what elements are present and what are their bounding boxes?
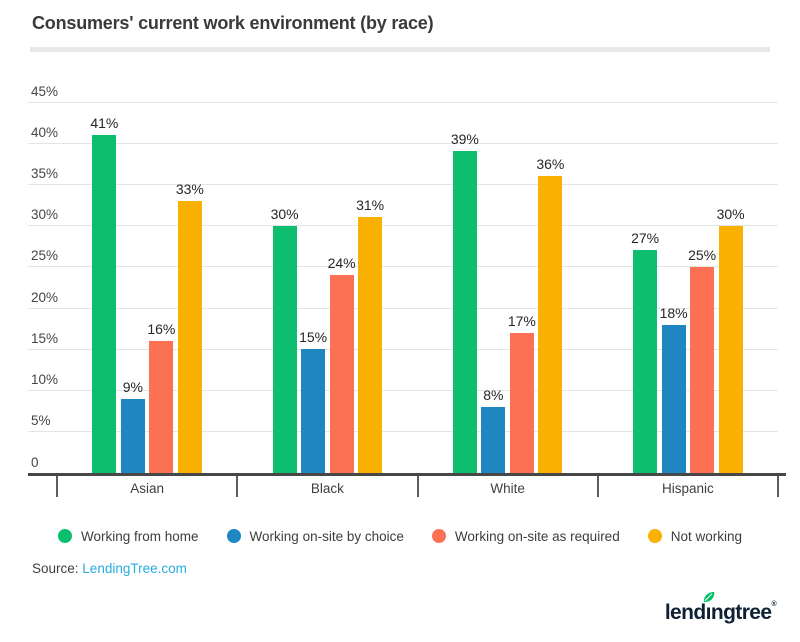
bar-white-4 — [538, 176, 563, 473]
source-label: Source: — [32, 561, 79, 576]
bar-hispanic-4 — [718, 225, 743, 473]
title-divider — [30, 47, 770, 52]
legend-swatch-icon — [647, 529, 662, 543]
x-axis-line — [28, 473, 786, 476]
bar-value-label: 30% — [716, 205, 745, 222]
bar-value-label: 17% — [507, 312, 536, 329]
y-axis-label: 20% — [31, 289, 59, 305]
gridline-25 — [28, 266, 778, 268]
source-note: Source: LendingTree.com — [32, 561, 187, 576]
legend-label: Working on-site by choice — [249, 528, 404, 544]
bar-value-label: 15% — [299, 329, 328, 346]
gridline-5 — [28, 431, 778, 433]
bar-value-label: 27% — [631, 230, 660, 247]
lendingtree-logo: lend ıngtree® — [664, 591, 777, 624]
plot-area: 0 5% 10% 15% 20% 25% 30% 35% 40% 45% 41% 9% 16% 33% 30… — [28, 84, 778, 473]
y-axis-label: 40% — [31, 124, 59, 140]
legend-swatch-icon — [58, 529, 72, 543]
bar-black-1 — [272, 225, 297, 473]
legend-item-4: Not working — [647, 528, 742, 544]
y-axis-label: 0 — [31, 454, 39, 470]
bar-value-label: 9% — [122, 378, 143, 395]
bar-value-label: 36% — [536, 156, 565, 173]
bar-black-4 — [358, 217, 383, 473]
x-axis-tick — [777, 476, 779, 497]
bar-value-label: 39% — [450, 131, 479, 148]
bar-value-label: 41% — [90, 114, 119, 131]
bar-value-label: 18% — [659, 304, 688, 321]
gridline-30 — [28, 225, 778, 227]
logo-text-post: ngtree — [710, 601, 772, 624]
y-axis-label: 5% — [31, 413, 51, 429]
x-axis-tick — [236, 476, 239, 497]
legend-item-3: Working on-site as required — [431, 528, 620, 544]
bar-hispanic-2 — [661, 324, 686, 473]
bar-hispanic-1 — [633, 250, 658, 473]
category-label-hispanic: Hispanic — [661, 481, 714, 496]
bar-value-label: 16% — [147, 321, 176, 338]
leaf-icon — [703, 591, 714, 603]
chart-title: Consumers' current work environment (by … — [32, 13, 434, 33]
gridline-45 — [28, 101, 778, 103]
gridline-15 — [28, 348, 778, 350]
legend-label: Not working — [670, 528, 742, 544]
logo-text-pre: lend — [664, 601, 706, 624]
category-label-asian: Asian — [130, 481, 165, 496]
bar-value-label: 25% — [688, 246, 717, 263]
gridline-10 — [28, 390, 778, 392]
bar-asian-3 — [149, 341, 174, 473]
logo-registered-mark: ® — [771, 601, 776, 608]
y-axis-label: 10% — [31, 372, 59, 388]
legend-label: Working from home — [81, 528, 199, 544]
legend-swatch-icon — [226, 529, 241, 543]
bar-value-label: 31% — [356, 197, 385, 214]
bar-asian-2 — [120, 398, 145, 473]
source-link[interactable]: LendingTree.com — [82, 561, 187, 576]
y-axis-label: 35% — [31, 165, 59, 181]
bar-value-label: 33% — [175, 180, 204, 197]
gridline-20 — [28, 307, 778, 309]
bar-value-label: 8% — [483, 387, 504, 404]
bar-value-label: 30% — [270, 205, 299, 222]
y-axis-label: 15% — [31, 330, 59, 346]
bar-black-2 — [301, 349, 326, 473]
x-axis-tick — [596, 476, 599, 497]
bar-white-3 — [509, 332, 534, 473]
logo-letter-i: ı — [703, 591, 714, 623]
legend-item-2: Working on-site by choice — [226, 528, 404, 544]
gridline-40 — [28, 142, 778, 144]
legend-item-1: Working from home — [58, 529, 199, 544]
bar-value-label: 24% — [327, 255, 356, 272]
bar-asian-1 — [92, 134, 117, 473]
bar-asian-4 — [177, 200, 202, 473]
bar-white-1 — [452, 151, 477, 473]
chart-legend: Working from home Working on-site by choi… — [0, 524, 800, 548]
y-axis-label: 45% — [31, 83, 59, 99]
y-axis-label: 30% — [31, 207, 59, 223]
category-label-black: Black — [310, 481, 344, 496]
legend-label: Working on-site as required — [454, 528, 620, 544]
bar-hispanic-3 — [690, 266, 715, 473]
bar-black-3 — [329, 275, 354, 473]
legend-swatch-icon — [431, 529, 446, 543]
bar-white-2 — [481, 407, 506, 473]
x-axis-tick — [56, 476, 58, 497]
x-axis-tick — [416, 476, 419, 497]
y-axis-label: 25% — [31, 248, 59, 264]
category-label-white: White — [490, 481, 525, 496]
gridline-35 — [28, 183, 778, 185]
